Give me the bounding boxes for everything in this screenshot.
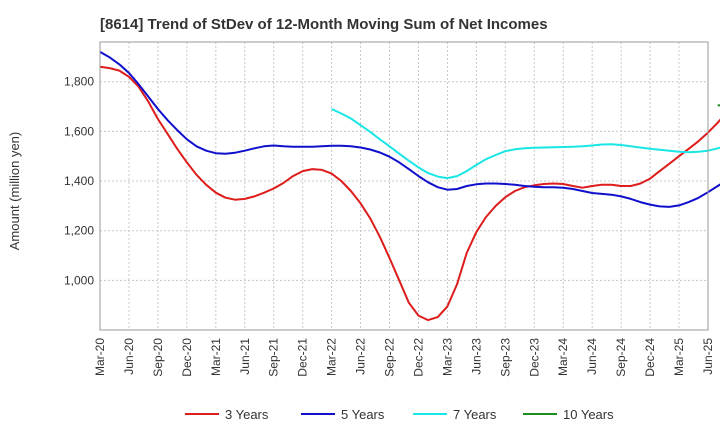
- x-tick-label: Dec-23: [527, 338, 541, 377]
- y-tick-label: 1,400: [64, 174, 94, 188]
- legend-label: 5 Years: [341, 407, 385, 422]
- y-tick-label: 1,600: [64, 124, 94, 138]
- series-line-7-years: [331, 108, 720, 180]
- y-axis-ticks: 1,000 1,200 1,400 1,600 1,800: [64, 75, 94, 288]
- x-tick-label: Sep-21: [267, 338, 281, 377]
- x-tick-label: Dec-21: [296, 338, 310, 377]
- legend-label: 10 Years: [563, 407, 614, 422]
- y-tick-label: 1,800: [64, 75, 94, 89]
- x-tick-label: Jun-24: [585, 338, 599, 375]
- legend-label: 3 Years: [225, 407, 269, 422]
- series-line-3-years: [99, 65, 720, 322]
- x-tick-label: Mar-24: [556, 338, 570, 376]
- chart-title: [8614] Trend of StDev of 12-Month Moving…: [100, 16, 548, 33]
- plot-frame: [99, 41, 709, 331]
- x-tick-label: Jun-23: [469, 338, 483, 375]
- x-tick-label: Sep-22: [383, 338, 397, 377]
- x-tick-label: Mar-23: [440, 338, 454, 376]
- x-tick-label: Sep-23: [498, 338, 512, 377]
- x-tick-label: Mar-20: [93, 338, 107, 376]
- axes: [99, 41, 709, 331]
- y-tick-label: 1,200: [64, 224, 94, 238]
- x-tick-label: Mar-22: [325, 338, 339, 376]
- x-tick-label: Dec-22: [411, 338, 425, 377]
- x-tick-label: Sep-24: [614, 338, 628, 377]
- y-tick-label: 1,000: [64, 273, 94, 287]
- x-tick-label: Jun-25: [701, 338, 715, 375]
- x-tick-label: Dec-24: [643, 338, 657, 377]
- x-tick-label: Mar-25: [672, 338, 686, 376]
- y-axis-label: Amount (million yen): [7, 132, 22, 251]
- x-tick-label: Mar-21: [209, 338, 223, 376]
- legend-label: 7 Years: [453, 407, 497, 422]
- x-axis-ticks: Mar-20 Jun-20 Sep-20 Dec-20 Mar-21 Jun-21 Sep-…: [93, 338, 715, 377]
- legend: 3 Years 5 Years 7 Years 10 Years: [185, 407, 614, 422]
- x-tick-label: Jun-20: [122, 338, 136, 375]
- series-line-5-years: [99, 51, 720, 208]
- x-tick-label: Jun-22: [354, 338, 368, 375]
- x-tick-label: Dec-20: [180, 338, 194, 377]
- series-layer: [99, 51, 720, 322]
- x-tick-label: Jun-21: [238, 338, 252, 375]
- x-tick-label: Sep-20: [151, 338, 165, 377]
